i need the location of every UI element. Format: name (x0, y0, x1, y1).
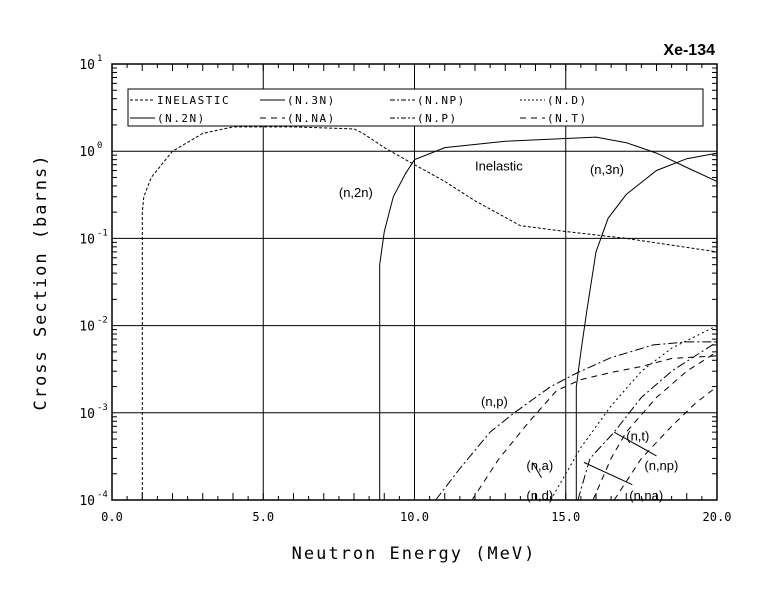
annotations: Inelastic (n,2n) (n,3n) (n,p) (n,a) (n,d) (n,t… (339, 159, 678, 503)
legend-label: (N.P) (417, 112, 458, 125)
legend-label: (N.2N) (157, 112, 206, 125)
y-tick-exponent: 0 (97, 141, 102, 151)
legend-label: (N.NP) (417, 94, 466, 107)
plot-frame (111, 63, 718, 501)
annotation-label: (n,d) (526, 488, 553, 503)
y-tick-exponent: 1 (97, 54, 102, 64)
series-nd (550, 325, 718, 501)
legend-label: (N.NA) (287, 112, 336, 125)
y-axis-label: Cross Section (barns) (31, 154, 51, 411)
y-tick-base: 10 (79, 232, 95, 247)
annotation-label: (n,2n) (339, 185, 373, 200)
grid (112, 64, 717, 500)
series-np (435, 341, 717, 501)
annotation-label: (n,3n) (590, 162, 624, 177)
legend-label: (N.T) (547, 112, 588, 125)
series-na (471, 355, 718, 501)
y-tick-exponent: -3 (97, 403, 108, 413)
y-tick-exponent: -2 (97, 316, 108, 326)
chart-title: Xe-134 (663, 42, 715, 59)
series-lines (141, 126, 718, 501)
y-tick-base: 10 (79, 145, 95, 160)
x-tick-label: 10.0 (400, 510, 429, 524)
y-tick-base: 10 (79, 494, 95, 509)
annotation-label: (n,p) (481, 394, 508, 409)
x-tick-label: 0.0 (101, 510, 123, 524)
legend-label: INELASTIC (157, 94, 230, 107)
legend-label: (N.3N) (287, 94, 336, 107)
x-tick-label: 5.0 (252, 510, 274, 524)
series-inelastic (141, 126, 718, 500)
annotation-label: (n,na) (629, 488, 663, 503)
annotation-label: Inelastic (475, 159, 523, 174)
series-n3n (575, 152, 718, 500)
y-tick-base: 10 (79, 58, 95, 73)
x-axis-label: Neutron Energy (MeV) (292, 544, 537, 564)
y-tick-base: 10 (79, 407, 95, 422)
y-tick-exponent: -1 (97, 228, 108, 238)
series-nna (592, 351, 718, 501)
x-tick-label: 15.0 (551, 510, 580, 524)
y-tick-base: 10 (79, 320, 95, 335)
legend-box (127, 88, 704, 127)
series-n2n (379, 136, 718, 500)
annotation-leader (613, 431, 657, 457)
x-tick-label: 20.0 (703, 510, 732, 524)
annotation-leader (583, 461, 633, 486)
series-nt (613, 386, 718, 501)
annotation-label: (n,t) (626, 429, 649, 444)
y-tick-exponent: -4 (97, 490, 108, 500)
annotation-leader (532, 462, 542, 478)
annotation-label: (n,a) (526, 458, 553, 473)
series-nnp (577, 341, 718, 501)
legend-label: (N.D) (547, 94, 588, 107)
annotation-label: (n,np) (644, 458, 678, 473)
legend: INELASTIC (N.3N) (N.NP) (N.D) (N.2N) (N.NA) (N… (127, 88, 704, 127)
